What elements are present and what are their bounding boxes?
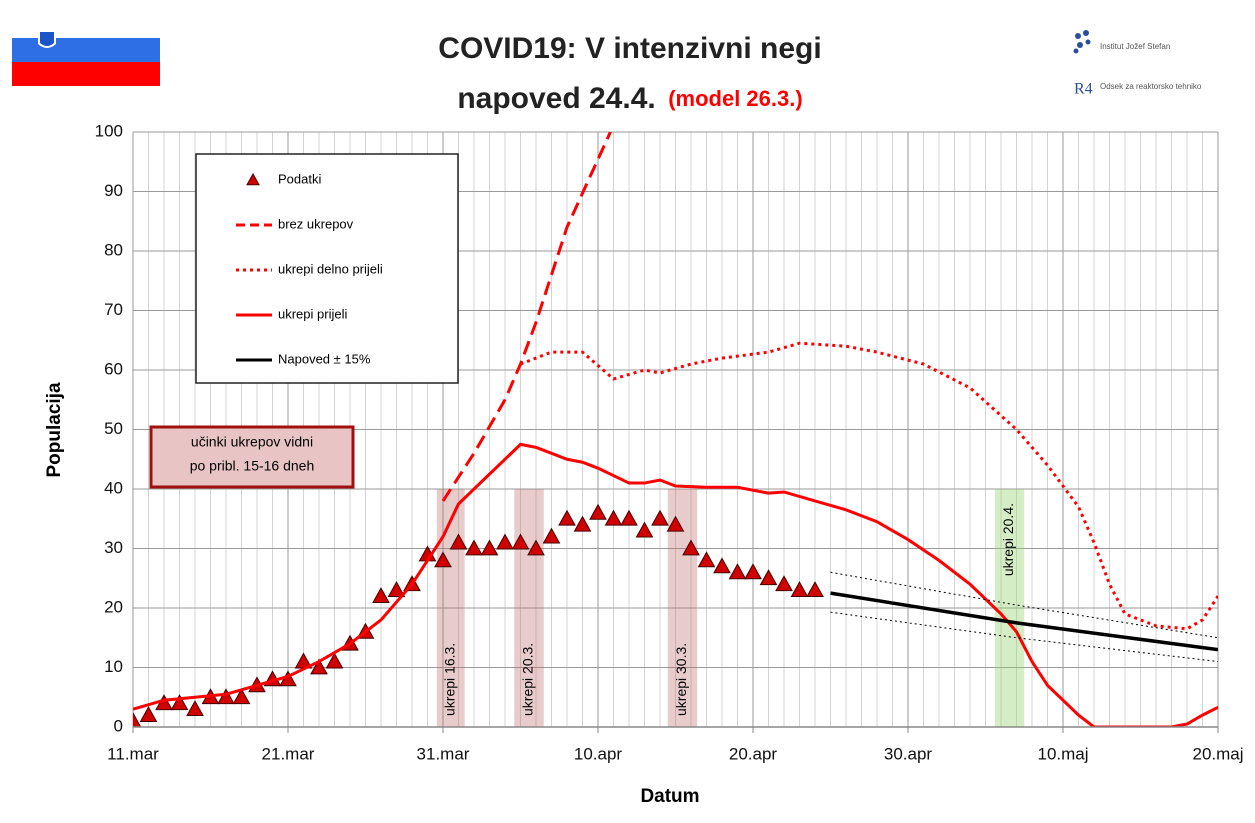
data-point <box>682 539 700 556</box>
series-line <box>519 341 1218 631</box>
x-tick-label: 10.maj <box>1037 744 1088 763</box>
y-tick-label: 40 <box>104 478 123 497</box>
data-point <box>133 712 142 727</box>
data-point <box>387 581 406 598</box>
data-point <box>372 587 390 603</box>
x-tick-label: 11.mar <box>107 744 159 763</box>
data-point <box>139 706 158 722</box>
bands: ukrepi 16.3. ukrepi 20.3. ukrepi 30.3. ukre… <box>436 489 1025 727</box>
data-point <box>697 551 716 568</box>
lines <box>133 132 1218 727</box>
y-tick-label: 100 <box>95 121 123 140</box>
data-point <box>434 551 452 568</box>
chart-title: COVID19: V intenzivni negi <box>438 32 821 65</box>
y-tick-label: 90 <box>104 181 123 200</box>
x-tick-label: 30.apr <box>884 744 933 763</box>
legend: Podatki brez ukrepov ukrepi delno prijeli u… <box>195 153 459 384</box>
x-axis-title: Datum <box>640 786 699 807</box>
x-tick-label: 21.mar <box>262 744 315 763</box>
subtitle: napoved 24.4. (model 26.3.) <box>457 82 802 115</box>
band-label: ukrepi 16.3. <box>441 643 457 716</box>
note-text: po pribl. 15-16 dneh <box>190 458 315 474</box>
logo: R4 Institut Jožef Stefan Odsek za reakto… <box>1073 30 1202 98</box>
band-label: ukrepi 20.3. <box>520 643 536 716</box>
y-tick-label: 70 <box>104 300 123 319</box>
data-point <box>620 509 638 526</box>
data-point <box>465 539 483 556</box>
axes: 0 10 20 30 40 50 60 70 80 90 100 11.mar 21.mar 31.mar… <box>95 121 1244 763</box>
measure-band <box>514 489 544 727</box>
x-tick-label: 10.apr <box>574 744 623 763</box>
data-point <box>635 521 654 538</box>
subtitle-text: napoved 24.4. <box>457 82 655 115</box>
svg-text:R4: R4 <box>1074 81 1093 98</box>
data-point <box>232 688 251 705</box>
data-point <box>666 515 685 532</box>
y-tick-label: 0 <box>114 716 123 735</box>
data-point <box>496 533 514 550</box>
series-line <box>830 591 1218 652</box>
y-tick-label: 60 <box>104 359 123 378</box>
data-point <box>542 527 561 544</box>
measure-band <box>994 489 1025 727</box>
legend-box <box>195 153 459 384</box>
data-point <box>775 575 793 592</box>
y-tick-label: 20 <box>104 597 123 616</box>
legend-label: ukrepi prijeli <box>278 306 347 321</box>
note-text: učinki ukrepov vidni <box>191 434 313 450</box>
logo-text: Institut Jožef Stefan <box>1100 42 1170 51</box>
legend-label: ukrepi delno prijeli <box>278 261 383 276</box>
series-line <box>133 442 1218 727</box>
data-point <box>186 700 204 717</box>
data-point <box>651 509 669 526</box>
legend-label: brez ukrepov <box>278 216 354 231</box>
data-point <box>325 652 344 669</box>
data-point <box>217 688 235 705</box>
x-tick-label: 31.mar <box>417 744 470 763</box>
y-axis-title: Populacija <box>44 382 65 477</box>
legend-label: Napoved ± 15% <box>278 351 371 366</box>
y-tick-label: 80 <box>104 240 123 259</box>
subtitle-note: (model 26.3.) <box>668 86 802 111</box>
band-label: ukrepi 20.4. <box>1000 503 1016 576</box>
data-point <box>589 503 607 520</box>
data-point <box>759 569 778 586</box>
data-point <box>449 533 468 550</box>
legend-label: Podatki <box>278 171 321 186</box>
data-point <box>310 658 328 675</box>
data-point <box>511 533 530 550</box>
legend-symbol <box>246 172 260 186</box>
data-point <box>558 509 576 526</box>
data-point <box>806 581 824 598</box>
data-point <box>713 557 731 574</box>
data-point <box>728 563 747 580</box>
band-label: ukrepi 30.3. <box>673 643 689 716</box>
flag <box>12 30 160 86</box>
y-tick-label: 30 <box>104 538 123 557</box>
data-point <box>744 563 762 580</box>
y-tick-label: 50 <box>104 419 123 438</box>
measure-band <box>436 489 465 727</box>
data-point <box>573 515 592 532</box>
data-point <box>604 509 623 526</box>
note-box: učinki ukrepov vidni po pribl. 15-16 dne… <box>149 425 355 489</box>
data-point <box>790 581 809 598</box>
logo-text: Odsek za reaktorsko tehniko <box>1100 82 1202 91</box>
x-tick-label: 20.maj <box>1192 744 1243 763</box>
data-point <box>170 694 189 711</box>
x-tick-label: 20.apr <box>729 744 778 763</box>
y-tick-label: 10 <box>104 657 123 676</box>
data-point <box>527 539 545 556</box>
data-point <box>480 539 499 556</box>
